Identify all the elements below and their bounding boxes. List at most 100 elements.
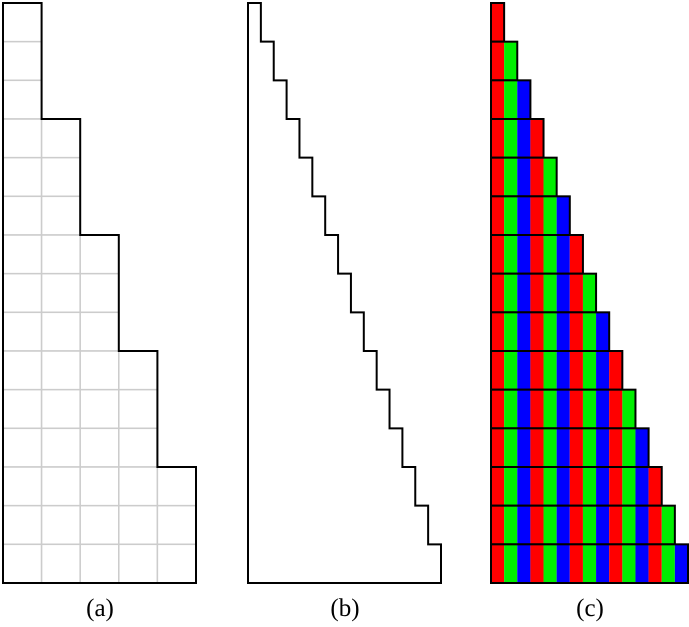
grid-cell (40, 195, 81, 236)
grid-cell (79, 466, 120, 507)
color-cell (491, 544, 505, 583)
color-cell (596, 428, 610, 467)
color-cell (622, 428, 636, 467)
color-cell (491, 41, 505, 81)
grid-cell (2, 504, 43, 546)
color-cell (517, 505, 531, 545)
color-cell (530, 544, 544, 583)
grid-cell (2, 350, 43, 391)
color-cell (517, 80, 531, 119)
color-cell (556, 196, 570, 235)
panel-c (490, 2, 689, 584)
color-cell (491, 428, 505, 467)
color-cell (596, 505, 610, 545)
grid-cell (118, 388, 159, 430)
color-cell (622, 467, 636, 506)
color-cell (674, 544, 688, 583)
color-cell (635, 505, 649, 545)
color-cell (504, 389, 518, 429)
color-cell (504, 351, 518, 390)
color-cell (491, 3, 505, 42)
grid-cell (40, 427, 81, 468)
panel-b-label: (b) (330, 595, 359, 622)
grid-cell (156, 466, 197, 507)
color-cell (648, 467, 662, 506)
color-cell (530, 467, 544, 506)
color-cell (543, 544, 557, 583)
grid-cell (79, 272, 120, 314)
color-cell (582, 544, 597, 583)
grid-cell (79, 427, 120, 468)
grid-cell (156, 504, 197, 546)
color-cell (582, 312, 597, 351)
grid-cell (2, 427, 43, 468)
color-cell (569, 467, 583, 506)
grid-cell (40, 350, 81, 391)
grid-cell (2, 466, 43, 507)
color-cell (517, 235, 531, 274)
color-cell (622, 544, 636, 583)
color-cell (609, 467, 623, 506)
grid-cell (2, 118, 43, 159)
color-cell (543, 196, 557, 235)
color-cell (596, 312, 610, 351)
color-cell (517, 544, 531, 583)
color-cell (491, 351, 505, 390)
color-cell (596, 351, 610, 390)
color-cell (648, 544, 662, 583)
grid-cell (2, 79, 43, 120)
color-cell (517, 273, 531, 313)
color-cell (622, 505, 636, 545)
color-cell (556, 235, 570, 274)
color-cell (504, 196, 518, 235)
color-cell (530, 273, 544, 313)
color-cell (517, 389, 531, 429)
color-cell (530, 157, 544, 197)
color-cell (517, 196, 531, 235)
color-cell (504, 428, 518, 467)
staircase-outline (247, 2, 442, 584)
color-cell (530, 119, 544, 158)
color-cell (582, 505, 597, 545)
color-cell (582, 389, 597, 429)
color-cell (635, 428, 649, 467)
color-cell (504, 544, 518, 583)
color-cell (504, 119, 518, 158)
color-cell (556, 273, 570, 313)
color-cell (517, 312, 531, 351)
grid-cell (2, 195, 43, 236)
color-cell (530, 428, 544, 467)
grid-cell (79, 234, 120, 275)
color-cell (530, 505, 544, 545)
color-cell (635, 467, 649, 506)
grid-cell (79, 543, 120, 584)
panel-a (2, 2, 197, 584)
color-cell (569, 273, 583, 313)
color-cell (504, 80, 518, 119)
color-cell (491, 157, 505, 197)
color-cell (543, 428, 557, 467)
color-cell (530, 196, 544, 235)
grid-cell (40, 543, 81, 584)
grid-cell (2, 272, 43, 314)
grid-cell (2, 388, 43, 430)
grid-cell (118, 350, 159, 391)
color-cell (543, 157, 557, 197)
color-cell (491, 235, 505, 274)
color-cell (530, 235, 544, 274)
color-cell (596, 544, 610, 583)
color-cell (569, 505, 583, 545)
grid-cell (40, 118, 81, 159)
color-cell (491, 389, 505, 429)
grid-cell (40, 466, 81, 507)
color-cell (609, 505, 623, 545)
color-cell (504, 273, 518, 313)
color-cell (504, 312, 518, 351)
color-cell (543, 389, 557, 429)
color-cell (569, 544, 583, 583)
color-cell (635, 544, 649, 583)
color-cell (569, 235, 583, 274)
panel-b (247, 2, 442, 584)
grid-cell (2, 234, 43, 275)
